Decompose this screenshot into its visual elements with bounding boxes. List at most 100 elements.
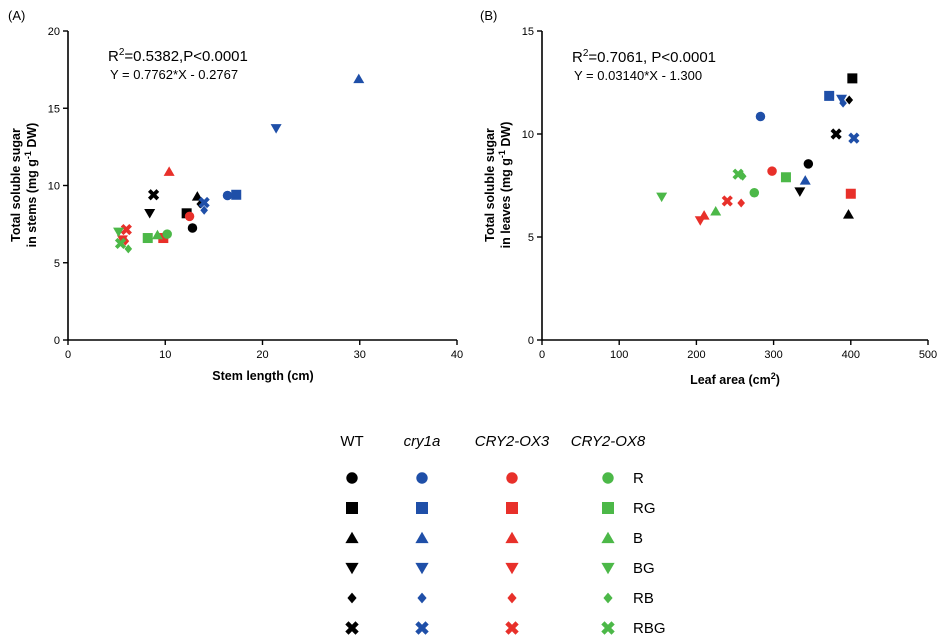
legend-marker-wt-bg: [345, 562, 359, 575]
legend-marker-cry2-ox8-bg: [601, 562, 615, 575]
point-cry1a-bg: [836, 94, 848, 105]
point-wt-r: [803, 159, 814, 169]
point-cry2-ox3-r: [767, 166, 777, 176]
panel-b-r-squared: R2=0.7061, P<0.0001: [572, 48, 716, 66]
x-tick-label: 30: [354, 349, 366, 361]
legend-marker-cry2-ox3-rb: [507, 592, 517, 604]
x-tick-label: 400: [842, 349, 860, 361]
point-wt-b: [842, 209, 854, 219]
panel-a-x-axis-title: Stem length (cm): [212, 369, 313, 383]
point-cry2-ox8-bg: [113, 227, 125, 238]
point-wt-rg: [847, 73, 858, 84]
point-cry2-ox3-b: [163, 166, 175, 176]
legend-marker-wt-b: [345, 531, 359, 544]
legend-marker-cry2-ox3-rg: [506, 502, 518, 514]
y-tick-label: 15: [48, 103, 60, 115]
point-cry2-ox8-rb: [124, 244, 133, 254]
legend-marker-cry2-ox3-r: [506, 472, 518, 484]
x-tick-label: 500: [919, 349, 937, 361]
legend-marker-cry2-ox8-r: [602, 472, 614, 484]
y-tick-label: 0: [528, 335, 534, 347]
legend-marker-cry1a-rbg: [415, 621, 429, 635]
panel-b-y-axis-title-line2: in leaves (mg g-1 DW): [497, 122, 513, 249]
legend-marker-cry1a-rb: [417, 592, 427, 604]
point-cry1a-rg: [231, 189, 242, 200]
point-wt-r: [187, 223, 198, 233]
legend-header-wt: WT: [340, 433, 363, 450]
legend-marker-wt-rb: [347, 592, 357, 604]
x-tick-label: 200: [687, 349, 705, 361]
panel-b-equation: Y = 0.03140*X - 1.300: [574, 68, 702, 83]
legend-marker-cry2-ox3-b: [505, 531, 519, 544]
panel-b-x-axis-title: Leaf area (cm2): [690, 371, 780, 387]
legend-label-bg: BG: [633, 560, 655, 577]
panel-a-r-squared: R2=0.5382,P<0.0001: [108, 47, 248, 65]
panel-a-equation: Y = 0.7762*X - 0.2767: [110, 67, 238, 82]
point-wt-bg: [794, 187, 806, 197]
panel-b-label: (B): [480, 8, 497, 23]
legend-marker-wt-r: [346, 472, 358, 484]
panel-b: (B) R2=0.7061, P<0.0001 Y = 0.03140*X - …: [480, 8, 937, 387]
point-cry2-ox3-bg: [694, 216, 706, 226]
y-tick-label: 5: [528, 232, 534, 244]
point-cry1a-bg: [270, 124, 282, 134]
legend-marker-cry2-ox8-rb: [603, 592, 613, 604]
point-cry1a-rbg: [198, 196, 210, 209]
legend-marker-cry1a-bg: [415, 562, 429, 575]
x-tick-label: 0: [539, 349, 545, 361]
legend-marker-cry1a-r: [416, 472, 428, 484]
point-wt-rbg: [830, 128, 842, 140]
point-cry1a-b: [353, 73, 365, 84]
point-cry1a-rb: [200, 205, 208, 215]
point-cry2-ox8-rbg: [732, 168, 744, 180]
point-cry2-ox8-rg: [780, 172, 791, 183]
legend-marker-cry2-ox8-rbg: [601, 621, 615, 635]
x-tick-label: 40: [451, 349, 463, 361]
legend-header-cry2-ox8: CRY2-OX8: [571, 433, 646, 450]
point-cry2-ox3-rb: [737, 198, 746, 208]
panel-a-y-axis-title-line2: in stems (mg g-1 DW): [23, 123, 39, 248]
x-tick-label: 300: [764, 349, 782, 361]
y-tick-label: 20: [48, 26, 60, 38]
point-cry2-ox3-rg: [845, 188, 856, 199]
legend-marker-wt-rg: [346, 502, 358, 514]
point-cry2-ox3-r: [184, 211, 195, 222]
x-tick-label: 0: [65, 349, 71, 361]
legend-label-rb: RB: [633, 590, 654, 607]
point-cry2-ox8-b: [151, 229, 163, 240]
legend-marker-cry2-ox3-bg: [505, 562, 519, 575]
point-cry2-ox8-rg: [142, 233, 153, 244]
point-wt-rb: [845, 95, 854, 105]
legend-label-rbg: RBG: [633, 620, 666, 637]
legend-header-cry1a: cry1a: [404, 433, 441, 450]
point-cry1a-rbg: [848, 132, 860, 144]
y-tick-label: 5: [54, 258, 60, 270]
panel-a: (A) R2=0.5382,P<0.0001 Y = 0.7762*X - 0.…: [8, 8, 463, 383]
legend-marker-cry1a-b: [415, 531, 429, 544]
point-cry1a-rg: [824, 90, 835, 101]
y-tick-label: 10: [522, 129, 534, 141]
panel-a-y-axis-title-line1: Total soluble sugar: [9, 128, 23, 242]
y-tick-label: 0: [54, 335, 60, 347]
legend-header-cry2-ox3: CRY2-OX3: [475, 433, 550, 450]
point-cry1a-rb: [839, 98, 847, 108]
point-cry1a-r: [755, 111, 766, 122]
legend: WT cry1a CRY2-OX3 CRY2-OX8 R RG B BG RB RBG: [340, 433, 665, 637]
legend-label-rg: RG: [633, 500, 656, 517]
point-cry2-ox8-bg: [656, 192, 668, 203]
y-tick-label: 10: [48, 181, 60, 193]
point-cry1a-b: [799, 175, 811, 185]
point-cry2-ox3-rg: [158, 233, 169, 244]
x-tick-label: 20: [256, 349, 268, 361]
x-tick-label: 100: [610, 349, 628, 361]
legend-label-b: B: [633, 530, 643, 547]
legend-label-r: R: [633, 470, 644, 487]
x-tick-label: 10: [159, 349, 171, 361]
point-cry2-ox8-b: [710, 206, 722, 216]
point-cry2-ox8-rbg: [114, 237, 127, 250]
y-tick-label: 15: [522, 26, 534, 38]
legend-marker-cry1a-rg: [416, 502, 428, 514]
point-wt-rbg: [147, 189, 160, 201]
legend-marker-cry2-ox8-b: [601, 531, 615, 544]
legend-marker-cry2-ox3-rbg: [505, 621, 519, 635]
